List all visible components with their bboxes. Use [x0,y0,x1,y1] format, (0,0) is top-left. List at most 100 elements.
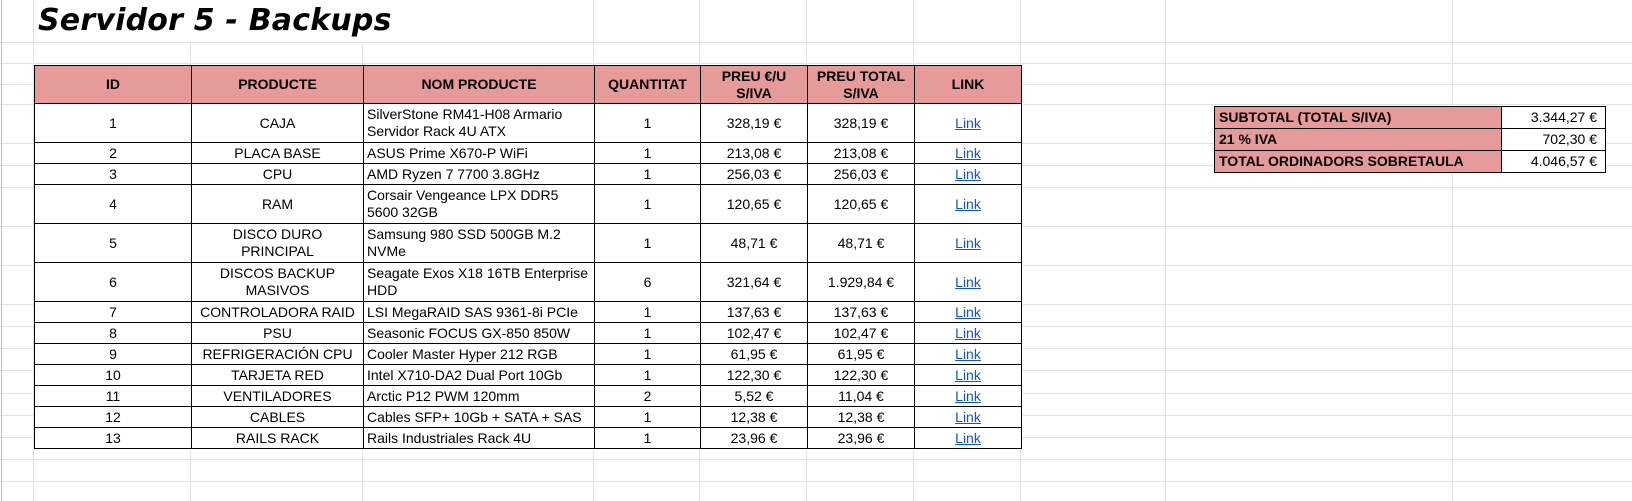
cell-link[interactable]: Link [914,385,1022,407]
cell-link[interactable]: Link [914,262,1022,302]
summary-value[interactable]: 4.046,57 € [1501,150,1606,173]
cell-quantitat[interactable]: 1 [594,427,701,449]
cell-quantitat[interactable]: 1 [594,223,701,263]
cell-producte[interactable]: CAJA [191,103,364,143]
cell-producte[interactable]: RAILS RACK [191,427,364,449]
summary-label[interactable]: SUBTOTAL (TOTAL S/IVA) [1214,106,1502,129]
cell-nom-producte[interactable]: Corsair Vengeance LPX DDR5 5600 32GB [363,184,595,224]
cell-producte[interactable]: TARJETA RED [191,364,364,386]
cell-preu-unitat[interactable]: 48,71 € [700,223,808,263]
cell-preu-total[interactable]: 61,95 € [807,343,915,365]
cell-nom-producte[interactable]: Intel X710-DA2 Dual Port 10Gb [363,364,595,386]
cell-preu-total[interactable]: 120,65 € [807,184,915,224]
product-link[interactable]: Link [955,303,981,320]
cell-id[interactable]: 9 [34,343,192,365]
cell-producte[interactable]: CONTROLADORA RAID [191,301,364,323]
cell-preu-total[interactable]: 328,19 € [807,103,915,143]
cell-nom-producte[interactable]: ASUS Prime X670-P WiFi [363,142,595,164]
cell-preu-total[interactable]: 137,63 € [807,301,915,323]
cell-producte[interactable]: CPU [191,163,364,185]
col-header-nom-producte[interactable]: NOM PRODUCTE [363,65,595,104]
cell-producte[interactable]: VENTILADORES [191,385,364,407]
cell-link[interactable]: Link [914,223,1022,263]
cell-quantitat[interactable]: 1 [594,343,701,365]
cell-preu-unitat[interactable]: 256,03 € [700,163,808,185]
cell-producte[interactable]: DISCOS BACKUP MASIVOS [191,262,364,302]
cell-nom-producte[interactable]: Cooler Master Hyper 212 RGB [363,343,595,365]
cell-nom-producte[interactable]: AMD Ryzen 7 7700 3.8GHz [363,163,595,185]
cell-id[interactable]: 12 [34,406,192,428]
cell-nom-producte[interactable]: Seasonic FOCUS GX-850 850W [363,322,595,344]
cell-link[interactable]: Link [914,142,1022,164]
cell-id[interactable]: 8 [34,322,192,344]
cell-link[interactable]: Link [914,406,1022,428]
cell-preu-total[interactable]: 122,30 € [807,364,915,386]
cell-preu-unitat[interactable]: 102,47 € [700,322,808,344]
cell-quantitat[interactable]: 1 [594,301,701,323]
cell-nom-producte[interactable]: Seagate Exos X18 16TB Enterprise HDD [363,262,595,302]
cell-preu-unitat[interactable]: 23,96 € [700,427,808,449]
col-header-id[interactable]: ID [34,65,192,104]
cell-link[interactable]: Link [914,427,1022,449]
product-link[interactable]: Link [955,366,981,383]
cell-quantitat[interactable]: 1 [594,406,701,428]
product-link[interactable]: Link [955,165,981,182]
product-link[interactable]: Link [955,234,981,251]
product-link[interactable]: Link [955,324,981,341]
cell-id[interactable]: 13 [34,427,192,449]
cell-preu-unitat[interactable]: 120,65 € [700,184,808,224]
summary-value[interactable]: 702,30 € [1501,128,1606,151]
cell-preu-unitat[interactable]: 321,64 € [700,262,808,302]
product-link[interactable]: Link [955,144,981,161]
product-link[interactable]: Link [955,273,981,290]
cell-preu-total[interactable]: 1.929,84 € [807,262,915,302]
col-header-quantitat[interactable]: QUANTITAT [594,65,701,104]
cell-id[interactable]: 2 [34,142,192,164]
cell-quantitat[interactable]: 2 [594,385,701,407]
col-header-link[interactable]: LINK [914,65,1022,104]
cell-preu-total[interactable]: 11,04 € [807,385,915,407]
cell-nom-producte[interactable]: Arctic P12 PWM 120mm [363,385,595,407]
col-header-preu-unitat[interactable]: PREU €/U S/IVA [700,65,808,104]
cell-preu-total[interactable]: 256,03 € [807,163,915,185]
cell-preu-total[interactable]: 48,71 € [807,223,915,263]
cell-id[interactable]: 1 [34,103,192,143]
col-header-producte[interactable]: PRODUCTE [191,65,364,104]
cell-preu-unitat[interactable]: 213,08 € [700,142,808,164]
cell-quantitat[interactable]: 1 [594,103,701,143]
cell-nom-producte[interactable]: SilverStone RM41-H08 Armario Servidor Ra… [363,103,595,143]
cell-id[interactable]: 10 [34,364,192,386]
cell-producte[interactable]: PLACA BASE [191,142,364,164]
summary-label[interactable]: TOTAL ORDINADORS SOBRETAULA [1214,150,1502,173]
cell-preu-unitat[interactable]: 328,19 € [700,103,808,143]
cell-preu-unitat[interactable]: 12,38 € [700,406,808,428]
cell-producte[interactable]: CABLES [191,406,364,428]
cell-link[interactable]: Link [914,103,1022,143]
cell-nom-producte[interactable]: Cables SFP+ 10Gb + SATA + SAS [363,406,595,428]
cell-producte[interactable]: PSU [191,322,364,344]
cell-link[interactable]: Link [914,343,1022,365]
cell-id[interactable]: 5 [34,223,192,263]
cell-quantitat[interactable]: 1 [594,322,701,344]
cell-nom-producte[interactable]: Samsung 980 SSD 500GB M.2 NVMe [363,223,595,263]
cell-preu-unitat[interactable]: 122,30 € [700,364,808,386]
cell-quantitat[interactable]: 1 [594,142,701,164]
cell-quantitat[interactable]: 1 [594,364,701,386]
cell-preu-total[interactable]: 12,38 € [807,406,915,428]
cell-nom-producte[interactable]: Rails Industriales Rack 4U [363,427,595,449]
product-link[interactable]: Link [955,345,981,362]
cell-id[interactable]: 7 [34,301,192,323]
cell-producte[interactable]: DISCO DURO PRINCIPAL [191,223,364,263]
cell-link[interactable]: Link [914,163,1022,185]
summary-value[interactable]: 3.344,27 € [1501,106,1606,129]
cell-quantitat[interactable]: 6 [594,262,701,302]
cell-id[interactable]: 6 [34,262,192,302]
cell-producte[interactable]: REFRIGERACIÓN CPU [191,343,364,365]
cell-link[interactable]: Link [914,184,1022,224]
cell-quantitat[interactable]: 1 [594,184,701,224]
cell-link[interactable]: Link [914,364,1022,386]
cell-preu-total[interactable]: 213,08 € [807,142,915,164]
product-link[interactable]: Link [955,408,981,425]
col-header-preu-total[interactable]: PREU TOTAL S/IVA [807,65,915,104]
cell-preu-total[interactable]: 23,96 € [807,427,915,449]
